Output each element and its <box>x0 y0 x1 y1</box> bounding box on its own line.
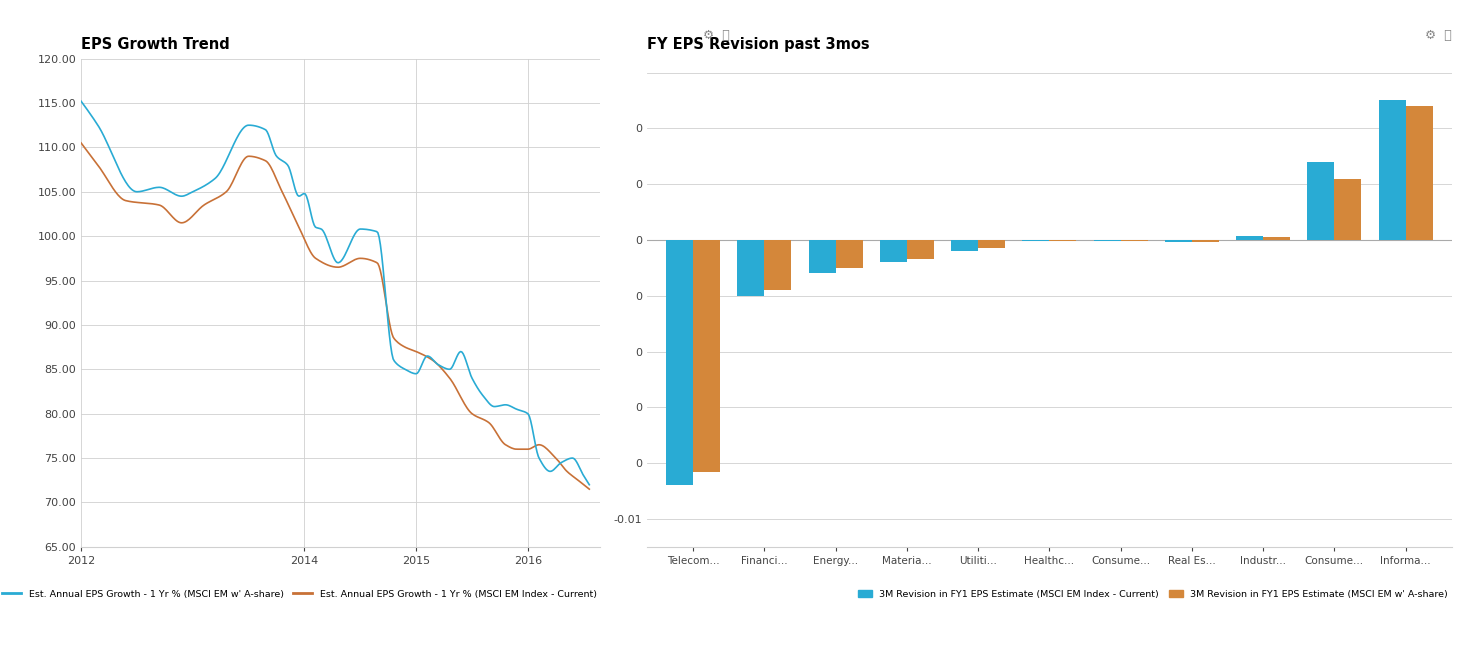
Bar <box>1192 240 1219 242</box>
Bar <box>1334 178 1362 240</box>
Bar <box>737 240 765 296</box>
Bar <box>1378 100 1406 240</box>
Legend: 3M Revision in FY1 EPS Estimate (MSCI EM Index - Current), 3M Revision in FY1 EP: 3M Revision in FY1 EPS Estimate (MSCI EM… <box>853 586 1452 602</box>
Bar <box>809 240 836 273</box>
Bar <box>765 240 792 290</box>
Bar <box>666 240 693 486</box>
Text: ⚙  ⛶: ⚙ ⛶ <box>1425 29 1452 42</box>
Bar <box>1023 240 1049 242</box>
Bar <box>1164 240 1192 242</box>
Bar <box>1049 240 1076 241</box>
Bar <box>693 240 721 471</box>
Bar <box>1263 237 1290 240</box>
Bar <box>1094 240 1120 242</box>
Bar <box>907 240 935 260</box>
Text: ⚙  ⛶: ⚙ ⛶ <box>703 29 730 42</box>
Bar <box>1120 240 1148 241</box>
Bar <box>1406 106 1433 240</box>
Text: EPS Growth Trend: EPS Growth Trend <box>81 37 230 52</box>
Bar <box>1307 162 1334 240</box>
Bar <box>951 240 979 251</box>
Bar <box>880 240 907 262</box>
Legend: Est. Annual EPS Growth - 1 Yr % (MSCI EM w' A-share), Est. Annual EPS Growth - 1: Est. Annual EPS Growth - 1 Yr % (MSCI EM… <box>0 586 600 602</box>
Bar <box>1237 236 1263 240</box>
Bar <box>836 240 862 268</box>
Bar <box>979 240 1005 248</box>
Text: FY EPS Revision past 3mos: FY EPS Revision past 3mos <box>647 37 870 52</box>
